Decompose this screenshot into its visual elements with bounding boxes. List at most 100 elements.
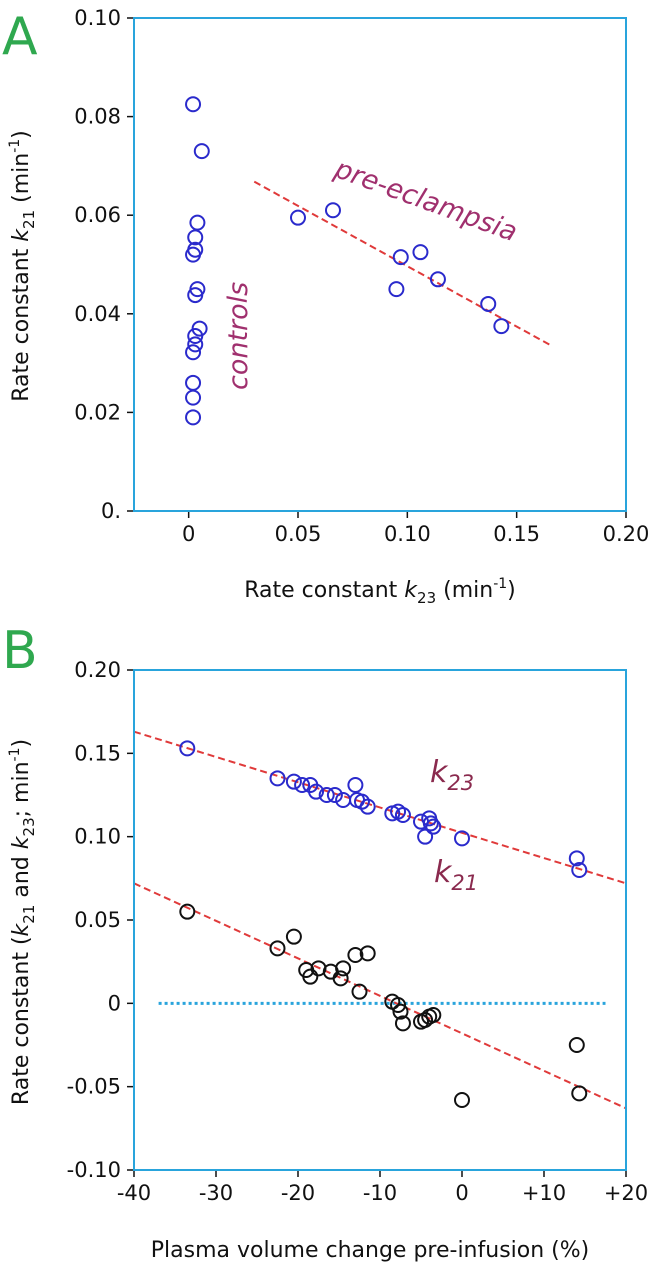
- panel-a-x-axis-title: Rate constant k23 (min-1): [244, 576, 516, 607]
- panel-b-plot-frame: [133, 669, 627, 1171]
- x-tick-label: +10: [522, 1181, 566, 1205]
- k23-data-point: [347, 777, 364, 793]
- panel-a: A 0 0.05 0.10 0.15 0.20 0. 0.02 0.04 0.06 0.08 0.1…: [2, 6, 649, 607]
- k21-data-point: [347, 947, 364, 963]
- k21-data-point: [285, 928, 302, 945]
- k21-data-point: [454, 1092, 470, 1108]
- controls-data-point: [187, 327, 204, 344]
- k23-data-point: [417, 828, 434, 845]
- k21-data-point: [302, 968, 319, 985]
- controls-data-point: [189, 214, 206, 231]
- pre-eclampsia-data-point: [412, 244, 429, 261]
- k21-data-point: [351, 983, 368, 1000]
- k23-data-point: [318, 787, 335, 803]
- x-tick-label: 0: [455, 1181, 468, 1205]
- k23-data-point: [568, 850, 585, 867]
- y-tick-label: 0.10: [74, 6, 121, 30]
- k21-data-point: [335, 960, 352, 977]
- pre-eclampsia-data-point: [429, 271, 446, 288]
- pre-eclampsia-label: pre-eclampsia: [330, 153, 522, 248]
- k23-data-point: [422, 815, 439, 832]
- k21-data-point: [417, 1012, 434, 1028]
- k23-data-point: [285, 773, 302, 790]
- panel-a-points: [185, 96, 510, 426]
- controls-data-point: [193, 143, 210, 160]
- x-tick-label: 0.15: [493, 522, 540, 546]
- k21-series-label: k21: [434, 855, 478, 895]
- x-tick-label: -40: [117, 1181, 151, 1205]
- k21-data-point: [571, 1085, 588, 1102]
- panel-a-ticks: 0 0.05 0.10 0.15 0.20 0. 0.02 0.04 0.06 0.08 0.10: [74, 6, 649, 546]
- controls-data-point: [187, 229, 204, 246]
- pre-eclampsia-data-point: [324, 202, 341, 219]
- k21-data-point: [179, 903, 196, 920]
- k21-data-point: [332, 970, 349, 987]
- k21-data-point: [359, 945, 376, 962]
- panel-b-y-axis-title: Rate constant (k21 and k23; min-1): [7, 739, 38, 1105]
- k21-data-point: [394, 1015, 411, 1032]
- controls-data-point: [185, 344, 202, 361]
- panel-b-ticks: -40 -30 -20 -10 0 +10 +20 -0.10 -0.05 0 0.05 0.10 0.…: [67, 658, 649, 1205]
- k21-data-point: [392, 1003, 409, 1020]
- k21-regression-line: [133, 882, 627, 1110]
- x-tick-label: -10: [363, 1181, 397, 1205]
- k23-data-point: [359, 798, 376, 815]
- panel-b: B -40 -30 -20 -10 0 +10 +20 -0.10 -0.05 0 0.05 0.10…: [2, 621, 648, 1263]
- panel-b-fit-lines: [133, 730, 627, 1110]
- k23-regression-line: [133, 730, 627, 885]
- controls-data-point: [185, 374, 202, 391]
- controls-data-point: [187, 336, 204, 353]
- k21-data-point: [390, 997, 407, 1013]
- k23-series-label: k23: [430, 755, 474, 795]
- x-tick-label: +20: [604, 1181, 648, 1205]
- k23-data-point: [394, 807, 411, 823]
- y-tick-label: 0.06: [74, 203, 121, 227]
- k23-data-point: [335, 792, 352, 808]
- y-tick-label: 0.20: [74, 658, 121, 682]
- k21-data-point: [269, 940, 286, 957]
- pre-eclampsia-data-point: [392, 249, 409, 266]
- x-tick-label: -30: [199, 1181, 233, 1205]
- panel-a-plot-frame: [133, 17, 627, 512]
- k23-data-point: [294, 777, 311, 793]
- y-tick-label: 0.04: [74, 302, 121, 326]
- panel-b-x-axis-title: Plasma volume change pre-infusion (%): [151, 1238, 589, 1263]
- k23-data-point: [571, 862, 588, 878]
- k23-data-point: [308, 783, 325, 800]
- y-tick-label: 0.15: [74, 741, 121, 765]
- k23-data-point: [269, 770, 286, 787]
- k23-data-point: [454, 830, 470, 847]
- y-tick-label: 0: [108, 991, 121, 1015]
- y-tick-label: -0.10: [67, 1158, 121, 1182]
- pre-eclampsia-data-point: [290, 209, 306, 226]
- pre-eclampsia-data-point: [480, 295, 497, 312]
- controls-data-point: [185, 246, 202, 263]
- y-tick-label: 0.: [101, 499, 121, 523]
- k23-data-point: [326, 787, 343, 803]
- y-tick-label: 0.05: [74, 908, 121, 932]
- x-tick-label: 0.10: [384, 522, 431, 546]
- controls-data-point: [187, 287, 204, 304]
- y-tick-label: 0.08: [74, 105, 121, 129]
- y-tick-label: 0.10: [74, 825, 121, 849]
- k21-data-point: [425, 1007, 442, 1023]
- controls-label: controls: [223, 282, 254, 390]
- panel-a-letter: A: [2, 7, 38, 67]
- panel-b-points: [179, 740, 588, 1108]
- x-tick-label: -20: [281, 1181, 315, 1205]
- x-tick-label: 0.20: [603, 522, 649, 546]
- panel-b-letter: B: [2, 621, 38, 681]
- y-tick-label: 0.02: [74, 400, 121, 424]
- controls-data-point: [185, 409, 202, 426]
- x-tick-label: 0: [182, 522, 195, 546]
- x-tick-label: 0.05: [275, 522, 322, 546]
- k23-data-point: [425, 818, 442, 835]
- pre-eclampsia-data-point: [493, 318, 510, 335]
- k23-data-point: [179, 740, 196, 757]
- y-tick-label: -0.05: [67, 1075, 121, 1099]
- controls-data-point: [185, 389, 202, 406]
- controls-data-point: [185, 96, 202, 113]
- k21-data-point: [568, 1037, 585, 1053]
- panel-a-y-axis-title: Rate constant k21 (min-1): [7, 130, 38, 402]
